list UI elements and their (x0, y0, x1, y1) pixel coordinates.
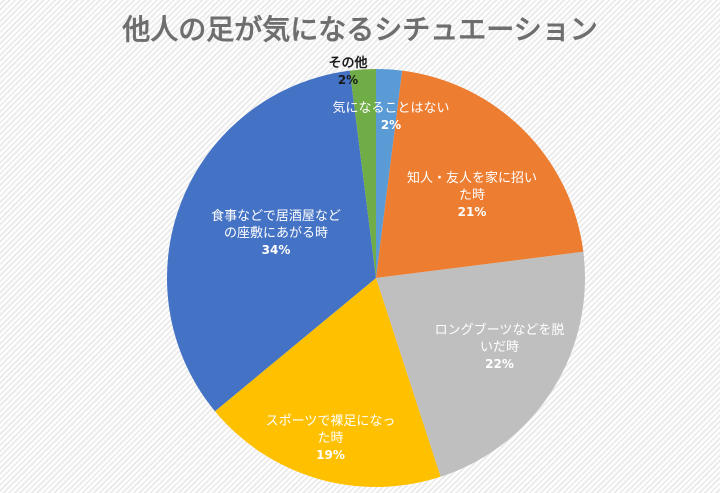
pie-slice (376, 69, 403, 278)
pie-slice (376, 251, 585, 477)
slice-label-other: その他 2% (318, 55, 378, 89)
slice-label-dining: 食事などで居酒屋など の座敷にあがる時 34% (196, 208, 356, 259)
slice-label-text: 食事などで居酒屋など (211, 209, 341, 224)
slice-label-text: た時 (458, 188, 485, 203)
slice-label-guests: 知人・友人を家に招い た時 21% (392, 170, 552, 221)
slice-pct: 21% (457, 205, 487, 219)
slice-label-none: 気になることはない 2% (316, 100, 466, 134)
slice-label-text: 気になることはない (332, 101, 450, 116)
slice-pct: 19% (316, 448, 345, 462)
slice-label-text: た時 (317, 431, 344, 446)
pie-slice (214, 278, 441, 487)
slice-label-text: その他 (328, 56, 368, 71)
slice-pct: 2% (337, 73, 359, 87)
slice-label-sports: スポーツで裸足になっ た時 19% (248, 413, 413, 464)
pie-slice (349, 69, 376, 278)
slice-label-text: スポーツで裸足になっ (265, 414, 396, 429)
slice-label-text: いだ時 (479, 340, 519, 355)
slice-pct: 22% (485, 357, 514, 371)
slice-label-boots: ロングブーツなどを脱 いだ時 22% (417, 322, 582, 373)
slice-pct: 34% (261, 243, 291, 257)
slice-label-text: 知人・友人を家に招い (406, 171, 537, 186)
slice-label-text: ロングブーツなどを脱 (434, 323, 565, 338)
pie-slice (376, 70, 584, 278)
pie-slice (167, 70, 376, 412)
slice-label-text: の座敷にあがる時 (223, 226, 328, 241)
slice-pct: 2% (380, 118, 402, 132)
chart-title: 他人の足が気になるシチュエーション (122, 13, 598, 46)
